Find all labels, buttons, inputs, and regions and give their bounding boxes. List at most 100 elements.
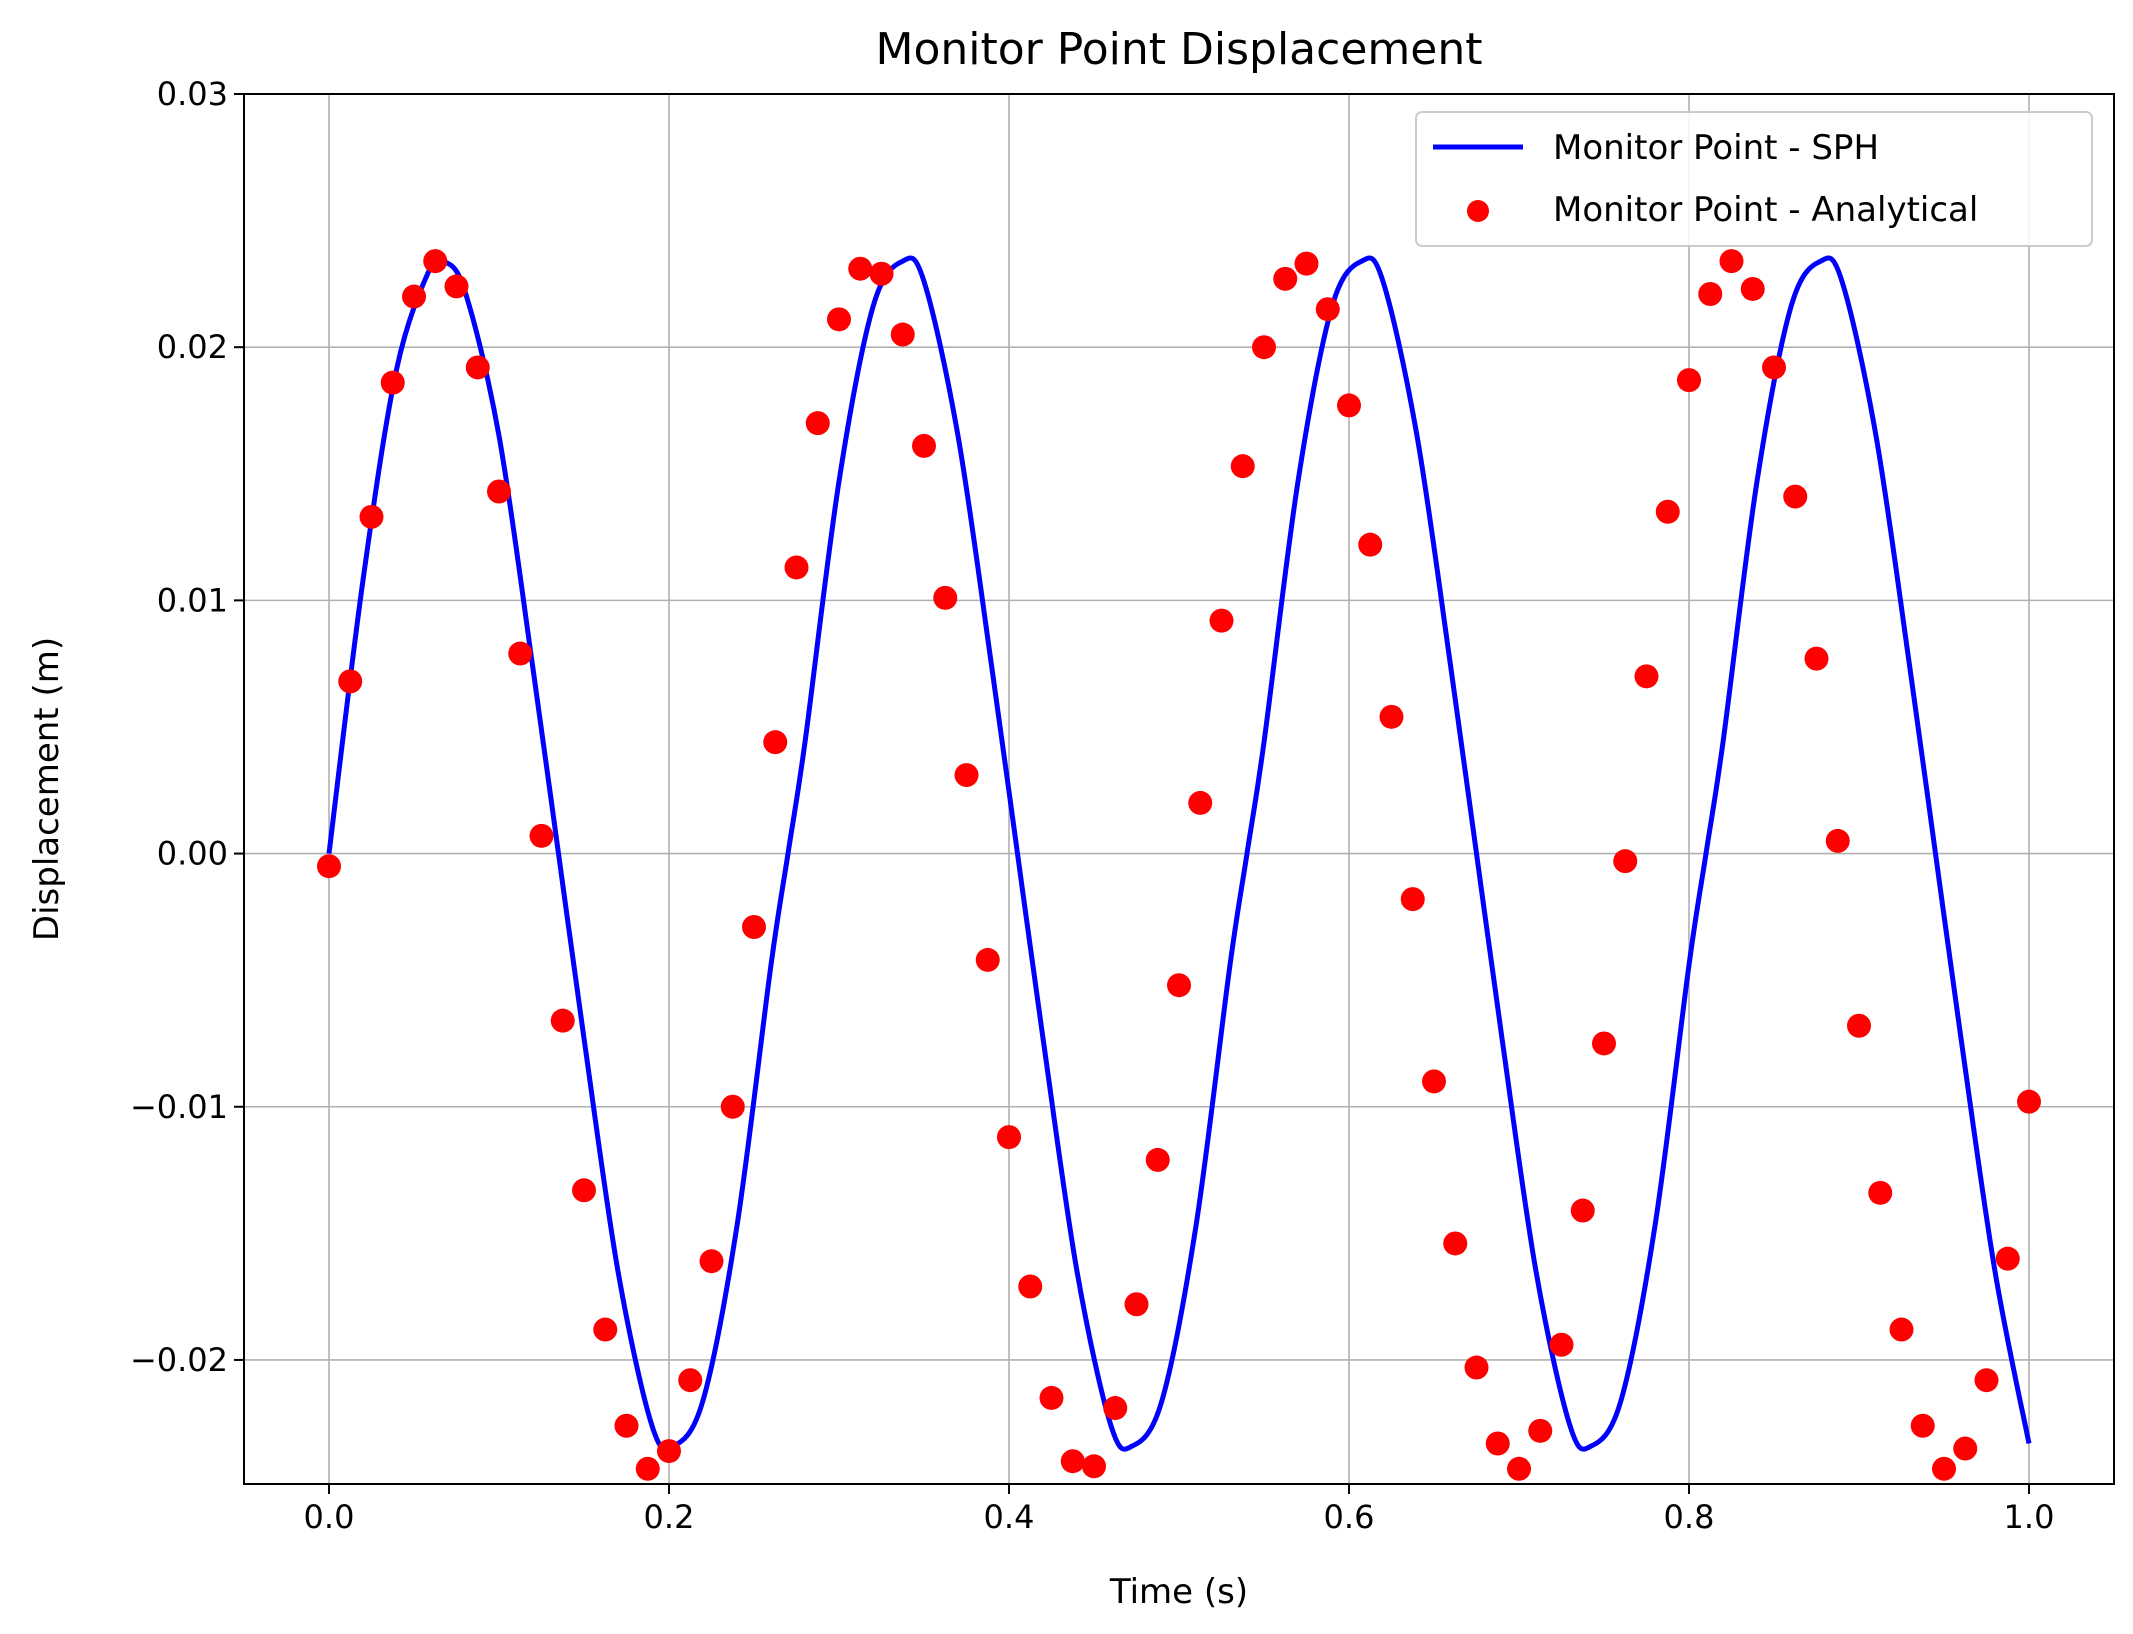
analytical-point <box>1379 704 1404 729</box>
analytical-point <box>2017 1089 2041 1114</box>
analytical-point <box>593 1317 618 1342</box>
analytical-point <box>444 274 469 299</box>
analytical-point <box>1783 484 1808 509</box>
x-tick-label: 0.6 <box>1324 1498 1375 1536</box>
x-tick-label: 1.0 <box>2004 1498 2055 1536</box>
analytical-point <box>827 307 851 332</box>
analytical-point <box>742 914 766 939</box>
y-tick-label: −0.01 <box>130 1088 228 1126</box>
analytical-point <box>1082 1454 1106 1479</box>
legend: Monitor Point - SPH Monitor Point - Anal… <box>1415 111 2093 247</box>
analytical-point <box>1677 368 1701 393</box>
analytical-point <box>699 1249 724 1274</box>
analytical-point <box>1464 1355 1489 1380</box>
analytical-point <box>1060 1449 1085 1474</box>
analytical-point <box>529 823 554 848</box>
legend-label-analytical: Monitor Point - Analytical <box>1553 190 1978 230</box>
analytical-point <box>572 1178 596 1203</box>
analytical-point <box>975 947 1000 972</box>
analytical-point <box>869 261 894 286</box>
analytical-point <box>1103 1396 1128 1421</box>
analytical-point <box>1039 1385 1064 1410</box>
analytical-point <box>1762 355 1786 380</box>
analytical-point <box>763 730 788 755</box>
analytical-point <box>1974 1368 1999 1393</box>
analytical-point <box>635 1456 660 1481</box>
x-tick-label: 0.8 <box>1664 1498 1715 1536</box>
analytical-point <box>1847 1013 1871 1038</box>
x-axis-label: Time (s) <box>1109 1572 1248 1612</box>
analytical-point <box>890 322 915 347</box>
analytical-point <box>848 256 873 281</box>
analytical-point <box>1124 1292 1149 1317</box>
analytical-point <box>1294 251 1319 276</box>
x-tick-label: 0.0 <box>304 1498 355 1536</box>
analytical-point <box>1400 887 1425 912</box>
analytical-point <box>1018 1274 1043 1299</box>
analytical-point <box>1167 973 1191 998</box>
analytical-point <box>1868 1180 1893 1205</box>
analytical-point <box>1549 1332 1574 1357</box>
y-tick-label: 0.00 <box>157 835 228 873</box>
legend-marker-swatch <box>1467 200 1489 222</box>
x-axis-ticks: 0.0 0.2 0.4 0.6 0.8 1.0 <box>304 1484 2055 1536</box>
y-tick-label: 0.03 <box>157 75 228 113</box>
analytical-point <box>1358 532 1383 557</box>
analytical-point <box>550 1008 575 1033</box>
analytical-point <box>338 669 363 694</box>
analytical-point <box>423 249 448 274</box>
analytical-point <box>720 1094 745 1119</box>
legend-label-sph: Monitor Point - SPH <box>1553 128 1879 168</box>
analytical-point <box>317 854 341 879</box>
x-tick-label: 0.4 <box>984 1498 1035 1536</box>
analytical-point <box>1209 608 1234 633</box>
analytical-point <box>1910 1413 1935 1438</box>
analytical-point <box>657 1439 681 1464</box>
analytical-point <box>1337 393 1361 418</box>
analytical-point <box>1273 266 1298 291</box>
analytical-point <box>1655 499 1680 524</box>
analytical-point <box>1422 1069 1446 1094</box>
analytical-point <box>805 411 830 436</box>
sph-series-line <box>326 252 2032 1452</box>
analytical-point <box>1953 1436 1978 1461</box>
analytical-point <box>1740 276 1765 301</box>
analytical-point <box>1634 664 1659 689</box>
analytical-point <box>1188 790 1213 815</box>
analytical-point <box>402 284 426 309</box>
analytical-point <box>1443 1231 1468 1256</box>
analytical-point <box>465 355 490 380</box>
analytical-point <box>1804 646 1829 671</box>
analytical-point <box>487 479 511 504</box>
analytical-point <box>1613 849 1638 874</box>
x-tick-label: 0.2 <box>644 1498 695 1536</box>
analytical-point <box>359 504 384 529</box>
y-axis-label: Displacement (m) <box>27 637 67 941</box>
analytical-point <box>1889 1317 1914 1342</box>
analytical-point <box>1252 335 1276 360</box>
analytical-point <box>1698 282 1723 307</box>
analytical-point <box>1230 454 1255 479</box>
y-tick-label: 0.01 <box>157 581 228 619</box>
analytical-point <box>784 555 809 580</box>
plot-frame <box>243 93 2115 1485</box>
analytical-point <box>380 370 405 395</box>
y-tick-label: 0.02 <box>157 328 228 366</box>
chart-title: Monitor Point Displacement <box>876 24 1483 75</box>
analytical-point <box>1528 1418 1553 1443</box>
analytical-point <box>1570 1198 1595 1223</box>
legend-box <box>1415 111 2093 247</box>
analytical-point <box>614 1413 639 1438</box>
analytical-point <box>508 641 533 666</box>
analytical-point <box>1592 1031 1616 1056</box>
analytical-point <box>997 1125 1021 1150</box>
analytical-point <box>1932 1456 1956 1481</box>
analytical-point <box>1995 1246 2020 1271</box>
plot-series <box>317 249 2041 1481</box>
y-axis-ticks: −0.02 −0.01 0.00 0.01 0.02 0.03 <box>130 75 244 1379</box>
analytical-point <box>1485 1431 1510 1456</box>
y-tick-label: −0.02 <box>130 1341 228 1379</box>
analytical-point <box>933 585 958 610</box>
